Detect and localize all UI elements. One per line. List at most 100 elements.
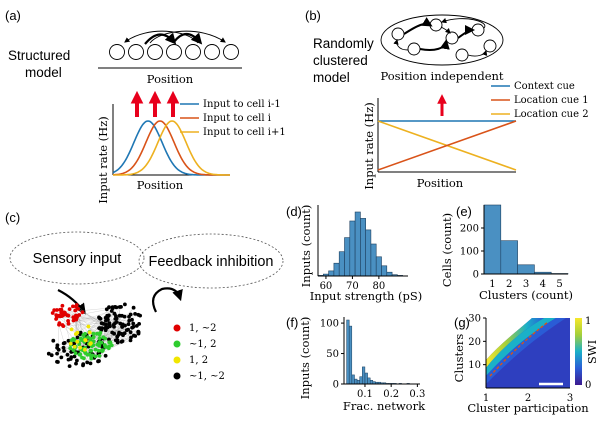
network-node <box>74 317 79 322</box>
heatmap <box>486 318 570 388</box>
panel-e-xlabel: Clusters (count) <box>479 288 573 302</box>
network-node <box>93 347 98 352</box>
network-node <box>134 324 139 328</box>
position-independent-label: Position independent <box>380 69 503 83</box>
x-tick-label: 0.2 <box>383 389 399 400</box>
panel-f: (f) Inputs (count) 0.1 0.2 0.3 0 50 100 Frac.… <box>286 315 426 413</box>
network-node <box>66 321 71 326</box>
network-node <box>78 345 82 350</box>
network-node <box>119 331 124 336</box>
panel-d: (d) Inputs (count) 60 70 80 Input strength… <box>286 204 422 303</box>
x-tick-label: 3 <box>567 393 573 404</box>
network-node <box>112 311 117 316</box>
swi-colorbar <box>575 318 582 385</box>
bar <box>483 204 502 275</box>
feedback-arrow <box>151 287 183 313</box>
network-node <box>50 311 55 315</box>
histogram-bar <box>367 377 371 385</box>
histogram-bar <box>370 243 377 277</box>
histogram-bar <box>354 211 361 277</box>
bar <box>500 240 518 275</box>
network-node <box>99 321 104 326</box>
network-edge <box>76 317 86 334</box>
network-node <box>52 308 57 312</box>
panel-g-ticks: 1 2 3 10 20 30 <box>468 314 573 405</box>
network-node <box>68 357 73 361</box>
network-node <box>61 310 65 315</box>
panel-b-title-3: model <box>313 70 350 85</box>
network-node <box>60 323 65 327</box>
network-node <box>55 351 59 356</box>
network-node <box>73 351 78 356</box>
legend-b-3: Location cue 2 <box>514 109 589 120</box>
network-node <box>58 314 63 319</box>
network-node <box>113 321 117 326</box>
network-node <box>109 343 114 348</box>
panel-a-title-1: Structured <box>8 48 70 63</box>
panel-e-axes <box>483 205 568 275</box>
network-node <box>86 324 91 329</box>
y-tick-label: 200 <box>460 224 479 235</box>
network-node <box>112 324 116 329</box>
network-node <box>85 360 90 365</box>
network-node <box>122 331 127 336</box>
network-node <box>108 340 113 345</box>
location-cue-1-line <box>377 120 517 171</box>
legend-c-4: ~1, ~2 <box>189 371 225 382</box>
network-node <box>95 342 100 347</box>
y-tick-label: 0 <box>473 270 479 281</box>
network-node <box>77 352 82 357</box>
network-node <box>46 351 51 356</box>
network-node <box>106 346 111 351</box>
network-node <box>75 339 80 344</box>
network-node <box>88 361 93 366</box>
network-node <box>130 317 134 322</box>
network-node <box>89 341 93 345</box>
network-node <box>61 345 66 350</box>
network-node <box>65 352 70 357</box>
legend-c-2: ~1, 2 <box>189 339 216 350</box>
network-node <box>85 352 90 357</box>
panel-b-ylabel: Input rate (Hz) <box>362 102 376 190</box>
histogram-bar <box>360 218 366 277</box>
x-tick-label: 1 <box>483 393 489 404</box>
legend-c-1: 1, ~2 <box>189 323 216 334</box>
network-node <box>131 321 136 326</box>
network-node <box>105 313 110 318</box>
network-node <box>112 331 116 336</box>
x-tick-label: 60 <box>320 281 333 292</box>
x-tick-label: 1 <box>489 279 495 290</box>
network-node <box>123 323 127 328</box>
panel-g-xlabel: Cluster participation <box>467 401 589 415</box>
network-node <box>97 354 102 358</box>
panel-e-tag: (e) <box>456 204 472 219</box>
network-node <box>72 344 77 349</box>
panel-b-axes <box>377 98 516 173</box>
network-node <box>128 330 133 335</box>
network-node <box>120 339 125 343</box>
histogram-bar <box>369 380 374 385</box>
network-node <box>104 322 108 327</box>
network-node <box>97 326 101 330</box>
panel-e-ticks: 1 2 3 4 5 0 100 200 <box>460 224 563 291</box>
network-node <box>67 307 72 311</box>
x-tick-label: 2 <box>506 279 512 290</box>
network-edge <box>74 350 91 357</box>
network-edge <box>115 318 140 325</box>
network-node <box>55 315 59 319</box>
histogram-bar <box>356 380 360 385</box>
network-node <box>87 330 92 335</box>
network-node <box>128 338 133 343</box>
panel-b-title-1: Randomly <box>313 36 374 51</box>
network-node <box>130 325 135 330</box>
histogram-bar <box>333 262 340 277</box>
panel-a-legend: Input to cell i-1 Input to cell i Input … <box>180 99 286 138</box>
network-node <box>57 321 62 325</box>
network-node <box>66 319 70 323</box>
network-node <box>78 336 83 341</box>
bar <box>517 264 535 275</box>
random-cluster-ellipse <box>380 14 504 66</box>
network-node <box>91 339 96 344</box>
panel-f-xlabel: Frac. network <box>343 399 426 413</box>
histogram-bar <box>348 325 353 385</box>
